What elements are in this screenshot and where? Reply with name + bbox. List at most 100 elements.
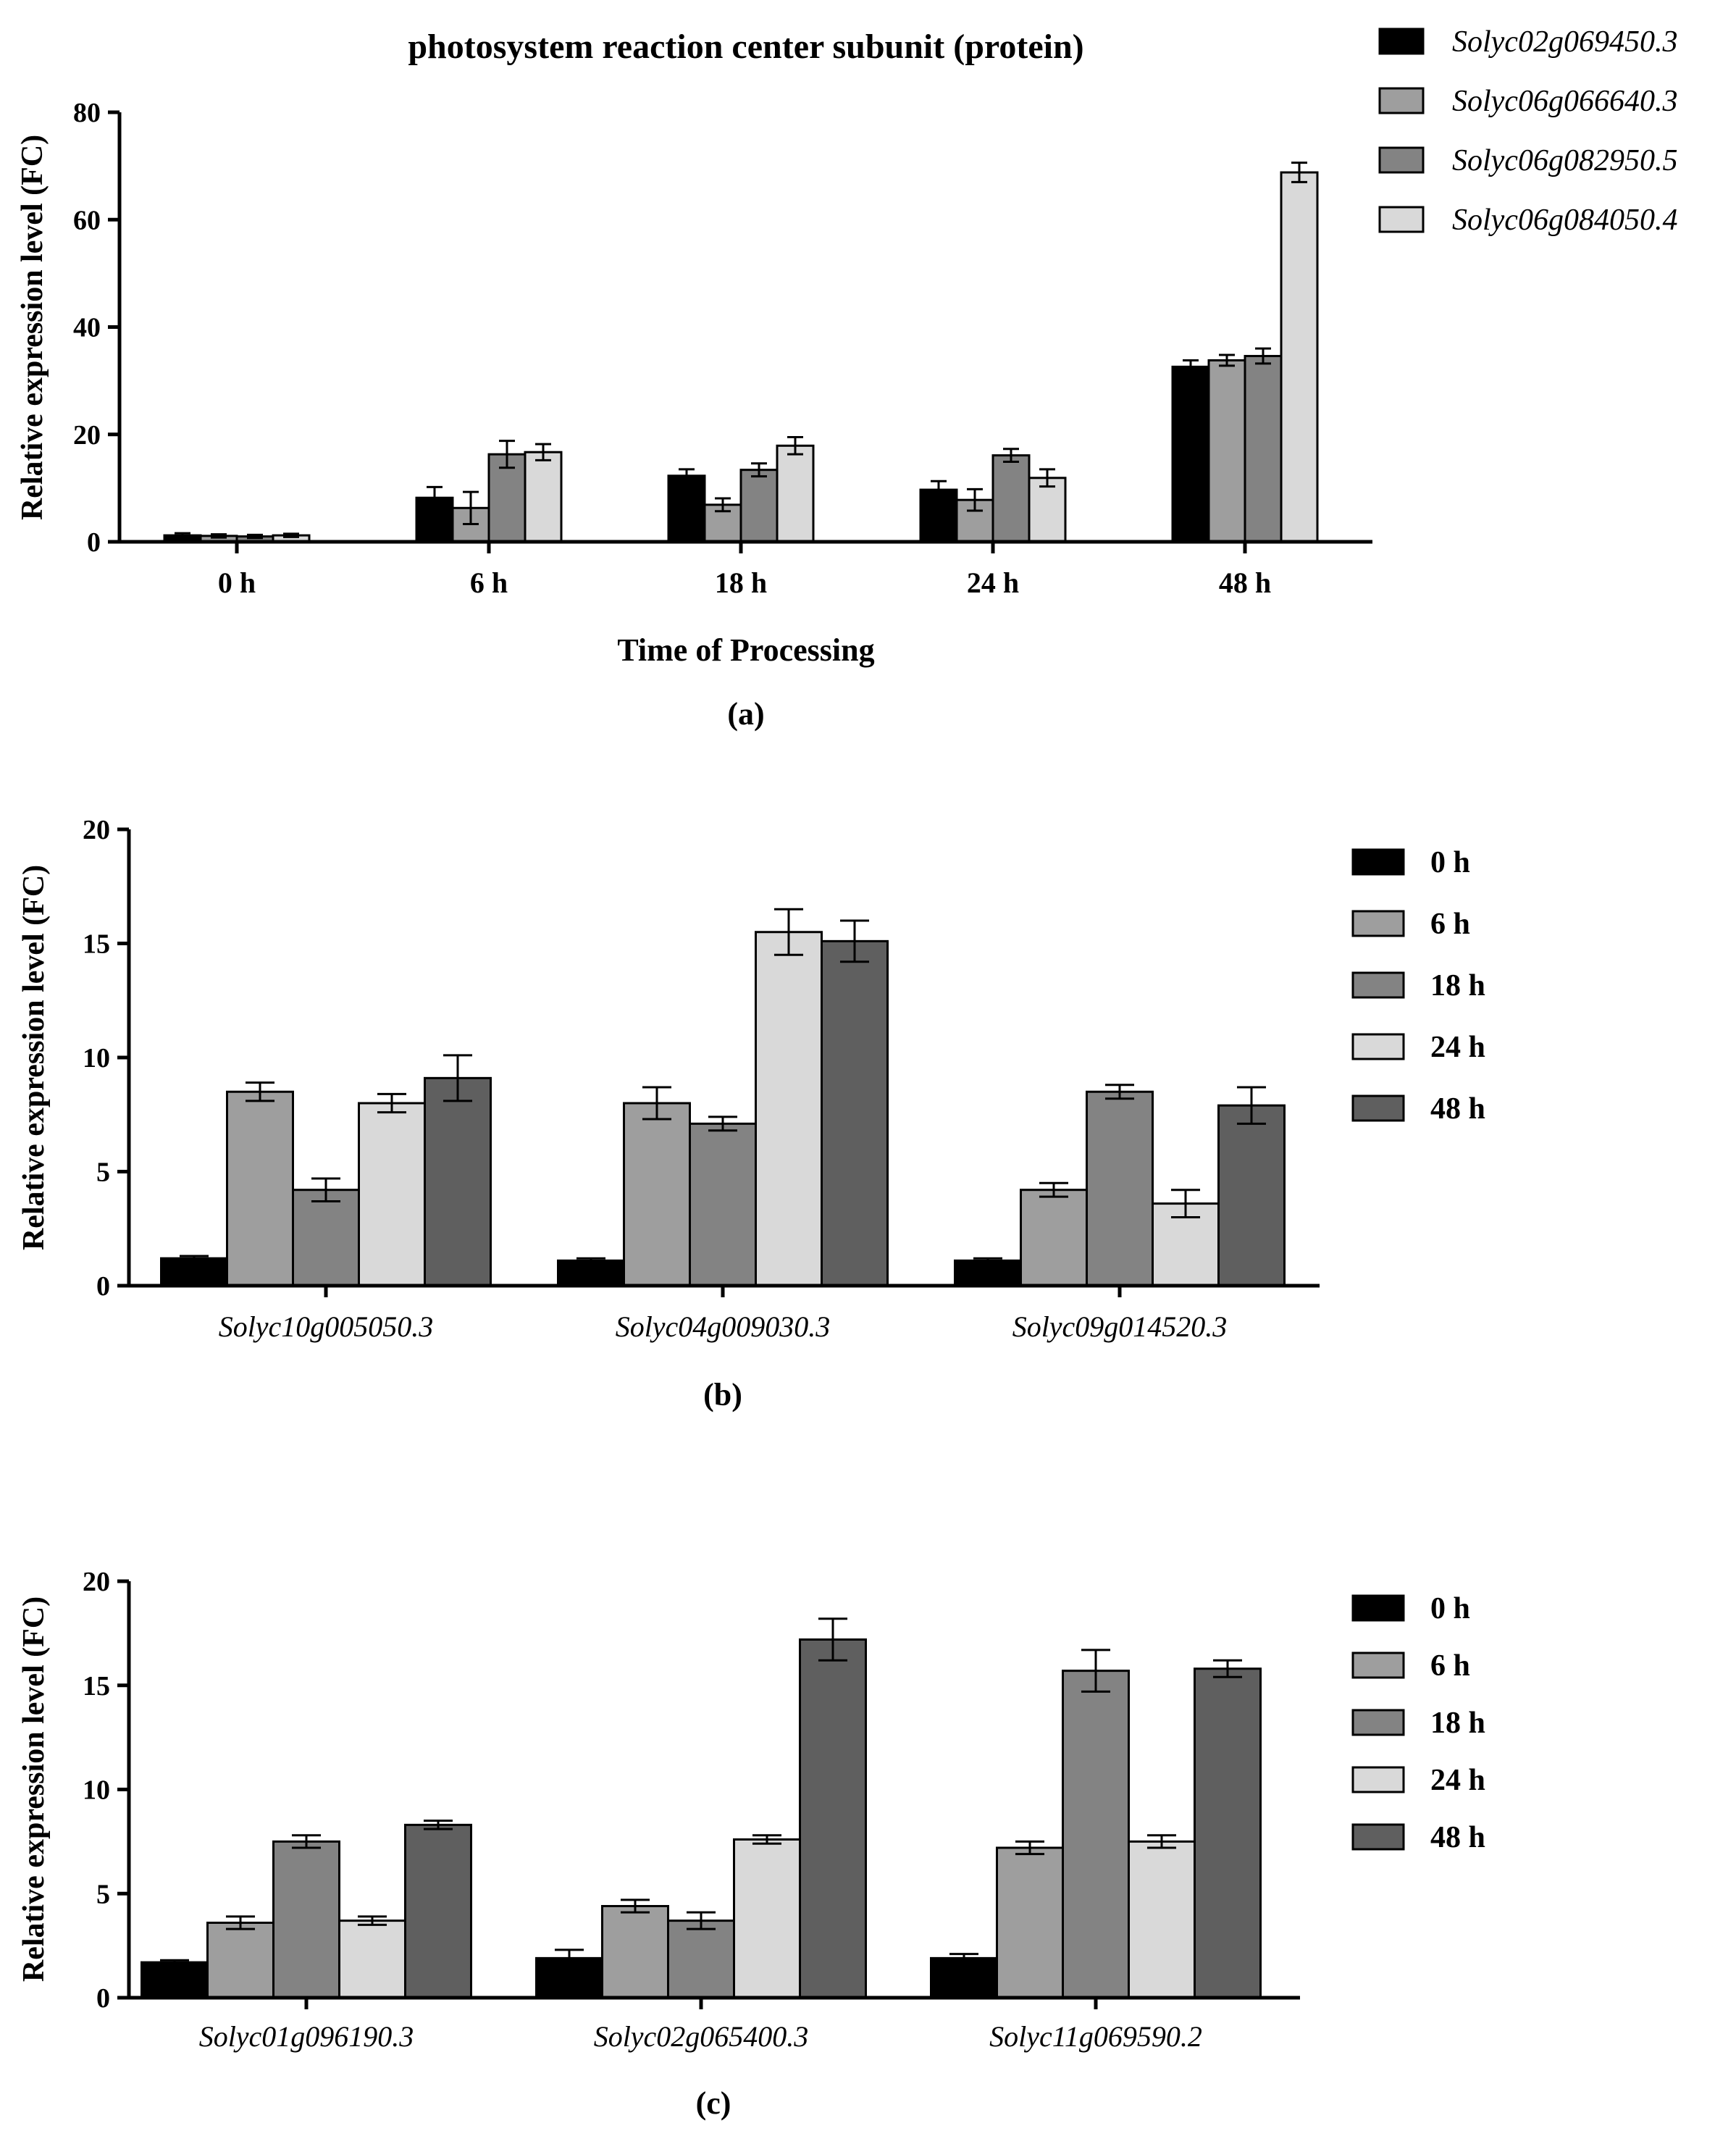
legend-label: Solyc06g084050.4 (1452, 204, 1677, 237)
bar (338, 1919, 406, 1999)
y-axis-label: Relative expression level (FC) (17, 1596, 51, 1982)
panel-label: (c) (696, 2085, 731, 2121)
x-axis-label: Time of Processing (617, 632, 874, 668)
bar (404, 1823, 472, 1999)
y-tick-label: 20 (73, 420, 101, 451)
x-tick-label: 48 h (1219, 566, 1271, 599)
bar (776, 444, 815, 543)
legend-label: 0 h (1430, 1592, 1470, 1625)
y-axis-label: Relative expression level (FC) (16, 135, 49, 520)
x-tick-label: Solyc04g009030.3 (616, 1310, 831, 1343)
y-tick-label: 5 (96, 1879, 110, 1909)
legend-label: 24 h (1430, 1764, 1485, 1797)
y-tick-label: 20 (83, 815, 110, 845)
y-tick-label: 40 (73, 313, 101, 343)
legend-label: Solyc06g082950.5 (1452, 144, 1677, 177)
legend-label: 6 h (1430, 1649, 1470, 1683)
bar (160, 1257, 228, 1287)
bar (1217, 1104, 1286, 1287)
x-tick-label: 18 h (715, 566, 767, 599)
legend-swatch (1351, 1823, 1405, 1851)
chart-title: photosystem reaction center subunit (pro… (408, 28, 1083, 66)
bar (292, 1189, 360, 1287)
y-tick-label: 80 (73, 98, 101, 128)
y-tick-label: 0 (96, 1983, 110, 2014)
bar (1194, 1667, 1262, 1999)
y-tick-label: 20 (83, 1567, 110, 1597)
y-tick-label: 0 (87, 527, 101, 558)
x-tick-label: 24 h (967, 566, 1019, 599)
y-tick-label: 5 (96, 1157, 110, 1188)
bar (667, 1919, 735, 1999)
bar (755, 931, 823, 1287)
bar (1128, 1840, 1196, 1999)
legend-swatch (1351, 1594, 1405, 1622)
legend-label: Solyc02g069450.3 (1452, 25, 1677, 59)
y-tick-label: 60 (73, 205, 101, 235)
bar (1171, 365, 1210, 543)
panel-label: (b) (703, 1377, 742, 1412)
legend-swatch (1351, 1766, 1405, 1793)
bar (524, 451, 563, 543)
x-tick-label: Solyc10g005050.3 (219, 1310, 434, 1343)
legend: 0 h 6 h 18 h 24 h 48 h (1351, 846, 1485, 1126)
legend-label: 48 h (1430, 1821, 1485, 1854)
y-tick-label: 15 (83, 1671, 110, 1701)
bar (601, 1905, 669, 1999)
legend-swatch (1378, 206, 1425, 233)
chart-panel-1: photosystem reaction center subunit (pro… (16, 25, 1677, 732)
legend-swatch (1351, 1094, 1405, 1122)
bar (996, 1846, 1064, 1999)
legend-label: 6 h (1430, 908, 1470, 941)
legend-swatch (1378, 28, 1425, 55)
bar (954, 1259, 1022, 1287)
bar (1086, 1090, 1154, 1287)
y-axis-label: Relative expression level (FC) (17, 865, 51, 1250)
legend-label: 0 h (1430, 846, 1470, 879)
chart-panel-3: 0 5 10 15 20 Solyc01g096190.3 Solyc02g065400.3… (17, 1567, 1485, 2121)
legend-swatch (1351, 848, 1405, 876)
legend-swatch (1378, 87, 1425, 114)
bar (1020, 1189, 1088, 1287)
bar (733, 1838, 801, 1999)
y-tick-label: 0 (96, 1271, 110, 1302)
legend-label: Solyc06g066640.3 (1452, 85, 1677, 118)
bar (667, 474, 706, 543)
bar (799, 1638, 867, 1999)
x-tick-label: Solyc09g014520.3 (1012, 1310, 1228, 1343)
y-tick-label: 10 (83, 1043, 110, 1073)
legend-label: 18 h (1430, 969, 1485, 1002)
bar (141, 1961, 209, 1999)
bar (1244, 355, 1283, 543)
x-tick-label: 6 h (470, 566, 508, 599)
bar (821, 939, 889, 1287)
bar (623, 1102, 691, 1287)
panel-label: (a) (727, 696, 764, 732)
legend-swatch (1351, 910, 1405, 937)
bar (206, 1922, 274, 1999)
bar (424, 1076, 492, 1287)
x-tick-label: Solyc01g096190.3 (199, 2020, 414, 2053)
legend: Solyc02g069450.3 Solyc06g066640.3 Solyc06g… (1378, 25, 1677, 237)
bar (689, 1122, 757, 1287)
legend: 0 h 6 h 18 h 24 h 48 h (1351, 1592, 1485, 1854)
bar (358, 1102, 426, 1287)
legend-label: 24 h (1430, 1031, 1485, 1064)
legend-swatch (1351, 971, 1405, 999)
legend-label: 48 h (1430, 1092, 1485, 1126)
x-tick-label: 0 h (218, 566, 256, 599)
bar (1062, 1670, 1130, 1999)
bar (930, 1956, 998, 1999)
x-tick-label: Solyc02g065400.3 (594, 2020, 809, 2053)
chart-panel-2: 0 5 10 15 20 Solyc10g005050.3 Solyc04g009030.3… (17, 815, 1485, 1412)
legend-swatch (1351, 1651, 1405, 1679)
bar (991, 454, 1031, 543)
legend-swatch (1351, 1709, 1405, 1736)
bar (1280, 171, 1319, 543)
bar (272, 1840, 340, 1999)
bar (226, 1090, 294, 1287)
legend-swatch (1351, 1033, 1405, 1060)
x-tick-label: Solyc11g069590.2 (989, 2020, 1202, 2053)
bar (557, 1259, 625, 1287)
bar (1207, 359, 1246, 543)
